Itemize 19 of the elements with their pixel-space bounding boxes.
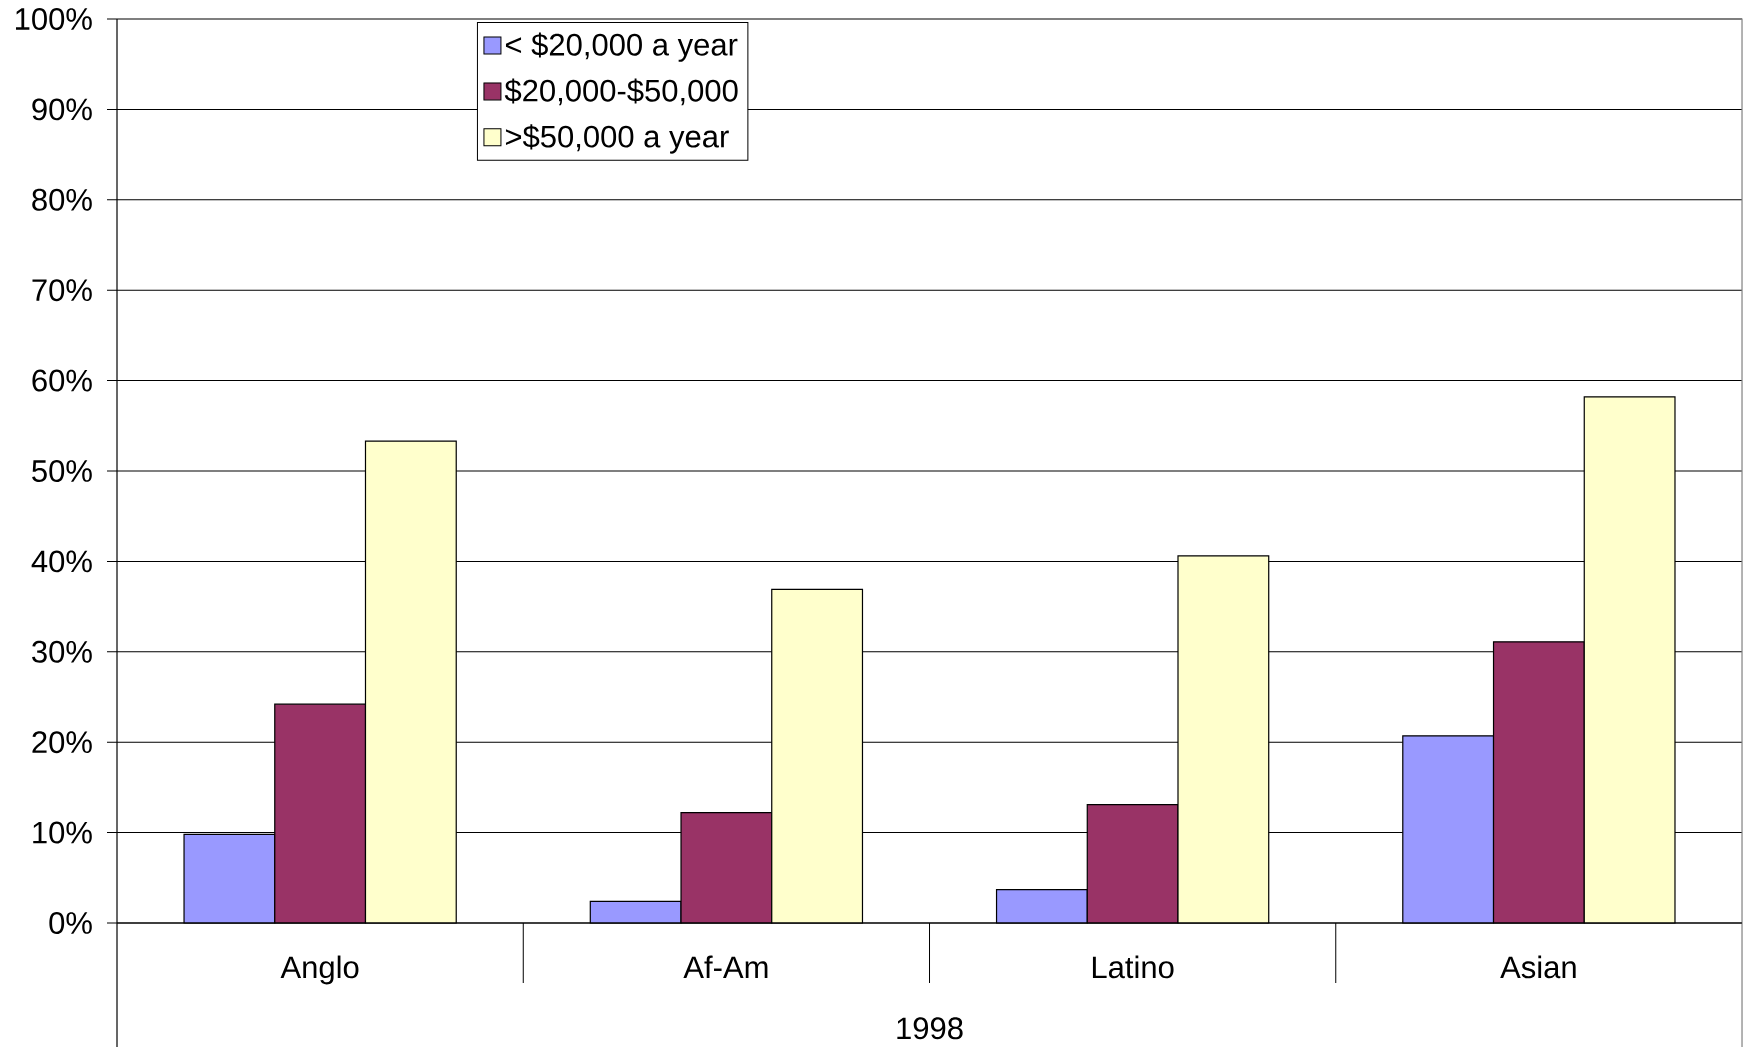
y-tick-label: 50% — [32, 460, 92, 482]
y-tick-label: 70% — [32, 279, 92, 302]
legend-label: $20,000-$50,000 — [504, 78, 738, 106]
x-tick-label: Latino — [1092, 955, 1174, 979]
y-tick-label: 10% — [33, 821, 92, 844]
y-tick-label: 100% — [16, 8, 92, 30]
x-tick-label: Asian — [1500, 955, 1576, 979]
y-tick-label: 20% — [32, 731, 92, 754]
x-axis-title: 1998 — [897, 1017, 963, 1040]
x-tick-label: Anglo — [280, 955, 359, 985]
legend-label: < $20,000 a year — [505, 32, 738, 62]
y-tick-label: 90% — [32, 98, 92, 121]
y-tick-label: 80% — [32, 188, 92, 211]
y-tick-label: 40% — [31, 550, 92, 573]
y-tick-label: 0% — [49, 912, 92, 934]
legend-label: >$50,000 a year — [505, 124, 729, 154]
x-tick-label: Af-Am — [683, 955, 768, 978]
y-tick-label: 30% — [32, 640, 92, 663]
y-tick-label: 60% — [32, 369, 92, 392]
